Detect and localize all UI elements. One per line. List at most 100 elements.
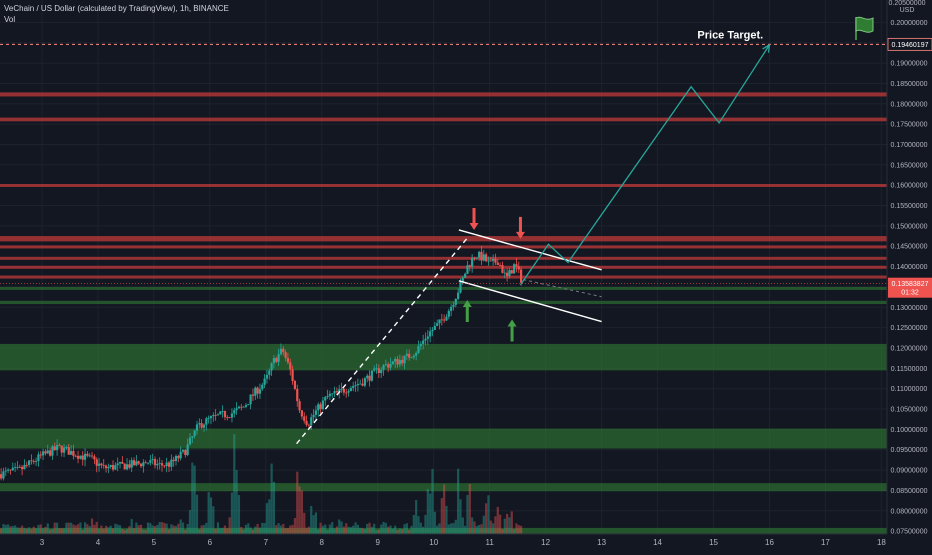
volume-bar	[181, 522, 185, 534]
volume-bar	[223, 525, 227, 534]
volume-bar	[307, 526, 311, 534]
candle-body	[326, 396, 329, 398]
candle-body	[237, 406, 241, 409]
candle-body	[466, 265, 469, 274]
candle-body	[268, 370, 271, 375]
volume-bar	[478, 524, 481, 534]
time-axis-panel[interactable]	[0, 534, 932, 550]
candle-body	[433, 325, 436, 330]
volume-bar	[139, 524, 143, 534]
candle-body	[473, 257, 476, 259]
candle-body	[410, 357, 413, 359]
y-tick-label: 0.18000000	[891, 101, 928, 108]
volume-bar	[317, 529, 320, 534]
drawings[interactable]: Price Target.	[0, 16, 887, 445]
volume-bar	[431, 468, 434, 534]
chart-header: VeChain / US Dollar (calculated by Tradi…	[4, 3, 229, 25]
volume-bar	[436, 525, 439, 534]
candle-body	[149, 460, 152, 463]
volume-bar	[429, 493, 432, 534]
volume-bar	[212, 506, 215, 534]
volume-bar	[338, 519, 341, 534]
candle-body	[431, 329, 434, 332]
volume-bar	[172, 525, 175, 534]
candle-body	[485, 254, 488, 262]
x-tick-label: 3	[40, 538, 45, 547]
volume-bar	[37, 524, 40, 534]
volume-bar	[202, 524, 206, 534]
volume-bar	[72, 524, 75, 534]
symbol-title[interactable]: VeChain / US Dollar (calculated by Tradi…	[4, 4, 229, 13]
candle-body	[520, 269, 523, 283]
volume-bar	[107, 527, 110, 534]
volume-bar	[153, 526, 157, 534]
candle-body	[18, 466, 21, 468]
resistance-zone	[0, 117, 887, 122]
volume-bar	[254, 526, 257, 534]
candle-body	[492, 258, 495, 261]
candle-body	[11, 467, 14, 471]
candle-body	[499, 264, 502, 266]
candle-body	[261, 384, 264, 390]
candle-body	[475, 257, 478, 259]
volume-bar	[284, 528, 287, 534]
candle-body	[380, 369, 383, 374]
candle-body	[494, 258, 497, 263]
volume-bar	[109, 525, 112, 534]
volume-bar	[487, 495, 490, 534]
volume-bar	[314, 512, 318, 534]
price-axis-panel[interactable]	[887, 0, 932, 550]
candle-body	[256, 387, 259, 394]
candle-body	[398, 359, 401, 365]
resistance-zone	[0, 236, 887, 242]
candle-body	[198, 423, 201, 425]
volume-bar	[95, 521, 98, 534]
flag-lower-line	[458, 280, 602, 323]
volume-bar	[67, 522, 70, 534]
candle-body	[4, 470, 7, 472]
candle-body	[118, 461, 122, 464]
candle-body	[205, 418, 208, 425]
volume-bar	[279, 525, 283, 534]
volume-bar	[146, 522, 150, 534]
price-target-text: Price Target.	[697, 29, 763, 41]
y-tick-label: 0.12500000	[891, 325, 928, 332]
candle-body	[464, 273, 467, 278]
candle-body	[121, 461, 124, 464]
volume-bar	[433, 511, 436, 534]
volume-bar	[473, 521, 476, 534]
candle-body	[104, 465, 108, 469]
candle-body	[342, 388, 345, 393]
candle-body	[403, 355, 406, 364]
candle-body	[345, 392, 348, 394]
volume-bar	[370, 526, 373, 534]
candle-body	[135, 461, 138, 466]
candle-body	[303, 416, 306, 421]
candle-body	[7, 469, 10, 471]
candle-body	[310, 417, 313, 426]
volume-bar	[457, 468, 460, 534]
resistance-zone	[0, 275, 887, 279]
candle-body	[389, 364, 392, 368]
volume-bar	[403, 524, 406, 534]
volume-bar	[494, 516, 497, 534]
volume-bar	[417, 516, 420, 534]
volume-bar	[163, 522, 166, 534]
volume-bar	[331, 522, 334, 534]
candle-body	[265, 374, 269, 379]
volume-bar	[321, 525, 325, 534]
volume-bar	[293, 517, 297, 534]
candle-body	[356, 384, 359, 386]
candle-body	[363, 378, 366, 386]
volume-bar	[265, 503, 269, 534]
candle-body	[270, 363, 273, 371]
volume-bar	[450, 523, 453, 534]
candle-body	[391, 361, 394, 365]
x-tick-label: 14	[653, 538, 662, 547]
volume-bar	[135, 522, 138, 534]
candle-body	[254, 387, 257, 396]
candle-body	[28, 460, 31, 465]
volume-bar	[177, 523, 180, 534]
